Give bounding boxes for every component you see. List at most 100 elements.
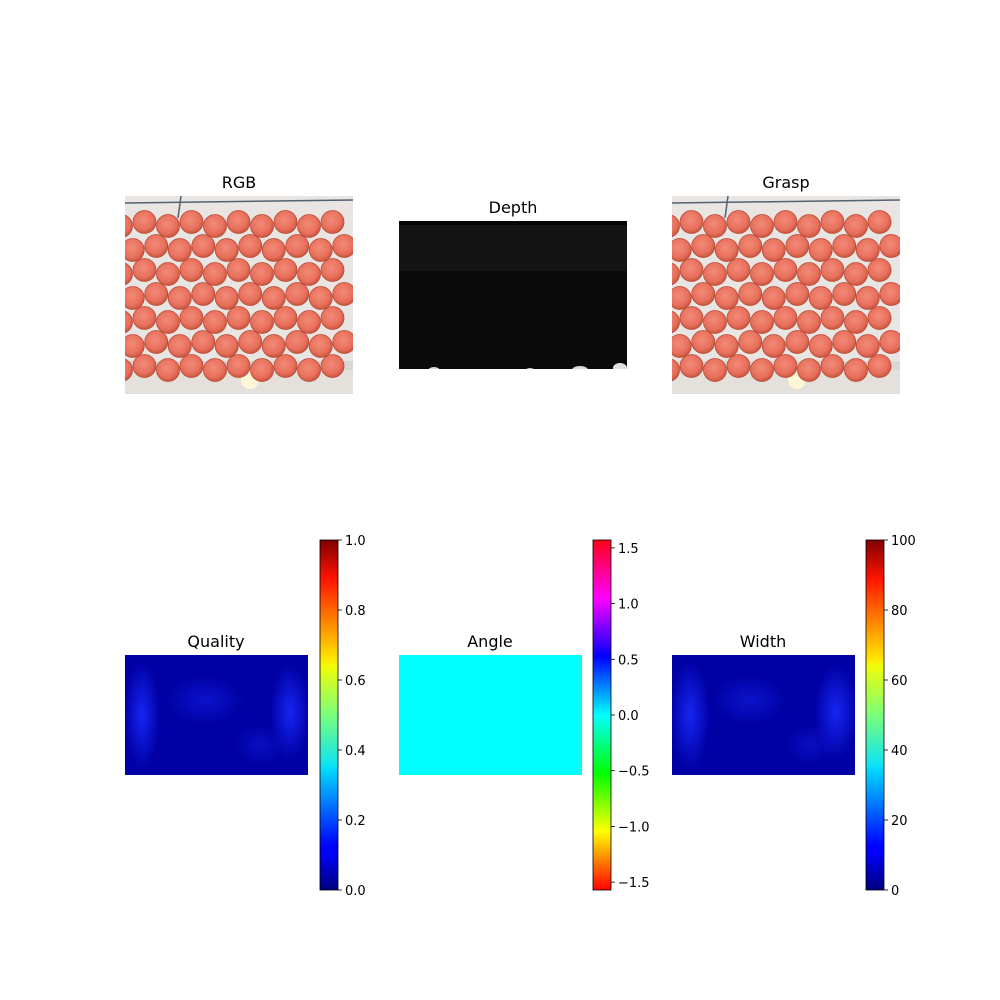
vial-cap [203, 358, 227, 382]
quality-colorbar-tick-label: 0.8 [345, 604, 366, 619]
vial-cap [820, 354, 845, 378]
vial-cap [738, 330, 763, 354]
vial-cap [179, 210, 204, 234]
vial-cap [191, 330, 216, 354]
angle-colorbar-tick-label: −1.0 [618, 820, 650, 835]
vial-cap [285, 330, 310, 354]
vial-cap [156, 358, 180, 382]
vial-cap [820, 306, 845, 330]
vial-cap [320, 258, 345, 282]
vial-cap [250, 358, 274, 382]
vial-cap [691, 282, 716, 306]
vial-cap [691, 234, 716, 258]
vial-cap [726, 258, 751, 282]
angle-colorbar-tick-label: −0.5 [618, 765, 650, 780]
width-heatmap [672, 655, 855, 775]
vial-cap [761, 238, 786, 262]
vial-cap [750, 310, 774, 334]
quality-colorbar-tick-label: 0.4 [345, 744, 366, 759]
vial-cap [273, 210, 298, 234]
vial-cap [855, 238, 880, 262]
vial-cap [332, 234, 353, 258]
vial-cap [703, 262, 727, 286]
vial-cap [797, 214, 821, 238]
width-colorbar-tick-label: 0 [891, 884, 899, 899]
vial-cap [844, 214, 868, 238]
vial-cap [125, 334, 145, 358]
vial-cap [261, 238, 286, 262]
vial-cap [773, 354, 798, 378]
vial-cap [308, 334, 333, 358]
vial-cap [867, 210, 892, 234]
vial-cap [297, 310, 321, 334]
quality-colorbar-tick-label: 1.0 [345, 534, 366, 549]
angle-colorbar-tick-label: 0.5 [618, 653, 639, 668]
vial-cap [132, 210, 157, 234]
vial-cap [679, 306, 704, 330]
width-colorbar-tick-label: 100 [891, 534, 916, 549]
vial-cap [879, 234, 900, 258]
vial-cap [672, 238, 692, 262]
angle-colorbar-tick-label: 1.5 [618, 542, 639, 557]
vial-cap [144, 330, 169, 354]
vial-cap [785, 234, 810, 258]
vial-cap [844, 262, 868, 286]
vial-cap [273, 306, 298, 330]
vial-cap [808, 334, 833, 358]
vial-cap [879, 330, 900, 354]
vial-cap [261, 286, 286, 310]
vial-cap [672, 358, 680, 382]
vial-cap [855, 334, 880, 358]
width-colorbar [866, 540, 884, 890]
vial-cap [125, 358, 133, 382]
vial-cap [132, 306, 157, 330]
vial-cap [179, 258, 204, 282]
vial-cap [167, 334, 192, 358]
vial-cap [320, 306, 345, 330]
vial-cap [703, 358, 727, 382]
vial-cap [738, 234, 763, 258]
rgb-image [125, 196, 353, 394]
vial-cap [726, 210, 751, 234]
vial-cap [726, 306, 751, 330]
vial-cap [191, 234, 216, 258]
vial-cap [808, 286, 833, 310]
rgb-title: RGB [222, 173, 257, 192]
vial-cap [125, 214, 133, 238]
width-colorbar-tick-label: 20 [891, 814, 908, 829]
vial-cap [672, 286, 692, 310]
vial-cap [297, 358, 321, 382]
vial-cap [332, 330, 353, 354]
vial-cap [203, 310, 227, 334]
vial-cap [867, 354, 892, 378]
vial-cap [855, 286, 880, 310]
vial-cap [703, 214, 727, 238]
vial-cap [125, 238, 145, 262]
vial-cap [125, 310, 133, 334]
vial-cap [297, 214, 321, 238]
vial-cap [679, 258, 704, 282]
vial-cap [679, 210, 704, 234]
width-colorbar-tick-label: 60 [891, 674, 908, 689]
vial-cap [672, 310, 680, 334]
angle-heatmap [399, 655, 582, 775]
vial-cap [820, 210, 845, 234]
quality-colorbar-tick-label: 0.0 [345, 884, 366, 899]
vial-cap [261, 334, 286, 358]
vial-cap [125, 262, 133, 286]
angle-title: Angle [467, 632, 513, 651]
vial-cap [773, 306, 798, 330]
vial-cap [750, 214, 774, 238]
vial-cap [203, 262, 227, 286]
vial-cap [191, 282, 216, 306]
vial-cap [679, 354, 704, 378]
vial-cap [214, 286, 239, 310]
vial-cap [832, 330, 857, 354]
vial-cap [214, 334, 239, 358]
vial-cap [179, 354, 204, 378]
vial-cap [132, 354, 157, 378]
vial-cap [672, 214, 680, 238]
vial-cap [297, 262, 321, 286]
vial-cap [132, 258, 157, 282]
